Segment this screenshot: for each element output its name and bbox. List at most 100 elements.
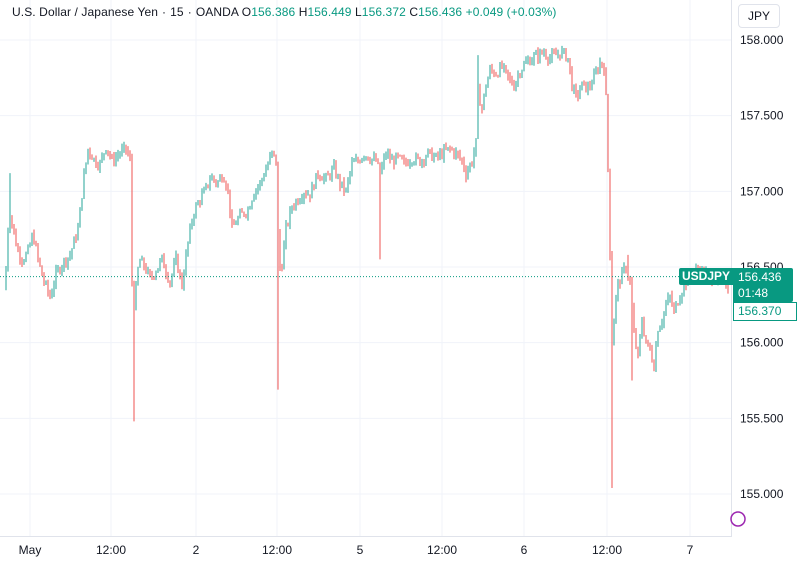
candle-body [159, 260, 161, 269]
candle-body [47, 282, 49, 293]
symbol-name[interactable]: U.S. Dollar / Japanese Yen [12, 5, 159, 19]
candle-body [681, 293, 683, 300]
candle-body [273, 151, 275, 155]
candle-body [109, 153, 111, 157]
candle-body [229, 189, 231, 214]
candle-body [439, 152, 441, 157]
candle-body [231, 213, 233, 224]
currency-button[interactable]: JPY [738, 4, 780, 28]
candle-body [683, 284, 685, 294]
candle-body [639, 336, 641, 354]
candle-body [643, 321, 645, 336]
candle-body [437, 153, 439, 157]
candle-body [399, 155, 401, 157]
candle-body [197, 202, 199, 205]
candle-body [37, 245, 39, 259]
candle-body [453, 149, 455, 156]
y-tick-label: 157.000 [740, 184, 784, 198]
candle-body [313, 185, 315, 189]
candle-body [347, 180, 349, 189]
candle-body [323, 177, 325, 181]
candle-body [483, 94, 485, 109]
y-tick-label: 155.000 [740, 487, 784, 501]
candle-body [599, 62, 601, 72]
candle-body [545, 52, 547, 58]
candle-body [473, 152, 475, 165]
candle-body [271, 151, 273, 156]
close-label: C [409, 5, 419, 19]
candle-body [67, 257, 69, 265]
candle-body [555, 52, 557, 56]
candle-body [685, 284, 687, 287]
candle-body [533, 54, 535, 61]
candle-body [113, 156, 115, 163]
candle-body [191, 221, 193, 227]
candle-body [325, 174, 327, 178]
candle-body [645, 335, 647, 343]
candle-body [29, 244, 31, 247]
candle-body [147, 269, 149, 273]
candle-body [91, 155, 93, 160]
close-value: 156.436 [418, 5, 463, 19]
candle-body [101, 155, 103, 162]
candle-body [435, 153, 437, 157]
candle-body [171, 274, 173, 284]
candle-body [457, 151, 459, 154]
candle-body [247, 209, 249, 216]
candle-body [189, 226, 191, 243]
candle-body [365, 156, 367, 158]
candle-body [249, 207, 251, 210]
candle-body [571, 69, 573, 91]
candle-body [631, 280, 633, 307]
candle-body [167, 274, 169, 282]
candle-body [429, 149, 431, 151]
candle-body [353, 161, 355, 163]
candle-body [663, 312, 665, 324]
candle-body [57, 268, 59, 270]
candle-body [285, 224, 287, 245]
candle-body [447, 147, 449, 150]
candle-body [133, 282, 135, 310]
candle-body [389, 153, 391, 160]
candle-body [679, 299, 681, 305]
candle-body [283, 244, 285, 270]
candle-body [339, 175, 341, 187]
candle-body [35, 243, 37, 246]
candle-body [391, 158, 393, 160]
candle-body [185, 253, 187, 275]
candle-body [31, 234, 33, 245]
candle-body [521, 70, 523, 76]
candle-body [629, 277, 631, 281]
candle-body [511, 78, 513, 85]
interval-value[interactable]: 15 [170, 5, 184, 19]
price-axis: 158.000157.500157.000156.500156.000155.5… [740, 33, 784, 501]
candle-body [25, 253, 27, 262]
candle-body [671, 295, 673, 306]
candle-body [559, 54, 561, 58]
candle-body [81, 198, 83, 209]
candle-body [145, 266, 147, 273]
candle-body [491, 67, 493, 71]
candle-body [425, 156, 427, 163]
candle-body [311, 185, 313, 199]
candle-body [131, 158, 133, 283]
candle-body [89, 149, 91, 156]
candle-body [153, 276, 155, 278]
candle-body [17, 245, 19, 252]
candle-body [41, 265, 43, 276]
candle-body [219, 176, 221, 182]
y-tick-label: 157.500 [740, 109, 784, 123]
candle-body [125, 145, 127, 150]
candle-body [495, 75, 497, 77]
candle-body [659, 327, 661, 332]
candle-body [155, 272, 157, 278]
candle-body [595, 70, 597, 74]
candle-body [369, 159, 371, 163]
y-tick-label: 158.000 [740, 33, 784, 47]
candle-body [183, 274, 185, 288]
candle-body [577, 93, 579, 97]
candle-body [569, 58, 571, 70]
candle-body [543, 52, 545, 54]
candle-body [307, 194, 309, 196]
